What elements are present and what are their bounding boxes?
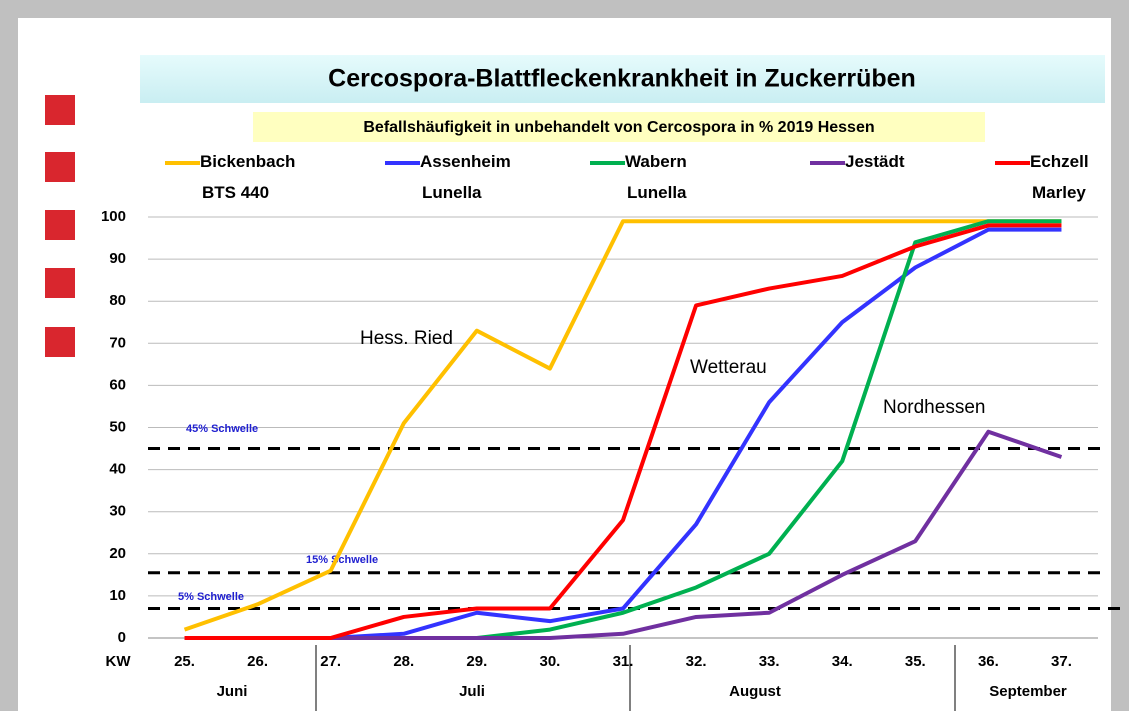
y-tick-label: 90	[109, 250, 126, 267]
x-tick-label: 30.	[539, 653, 560, 670]
chart-title: Cercospora-Blattfleckenkrankheit in Zuck…	[328, 65, 916, 93]
legend-label: Echzell Marley	[1030, 152, 1089, 202]
x-tick-label: 31.	[613, 653, 634, 670]
x-tick-label: 28.	[393, 653, 414, 670]
y-tick-label: 20	[109, 545, 126, 562]
month-label: Juli	[459, 683, 485, 700]
annotation: Wetterau	[690, 357, 767, 378]
threshold-label: 15% Schwelle	[306, 554, 378, 566]
chart-subtitle: Befallshäufigkeit in unbehandelt von Cer…	[363, 119, 874, 136]
y-tick-label: 50	[109, 418, 126, 435]
legend-label: Bickenbach BTS 440	[200, 152, 295, 202]
x-tick-label: 26.	[247, 653, 268, 670]
x-tick-label: 25.	[174, 653, 195, 670]
x-tick-label: 27.	[320, 653, 341, 670]
x-tick-label: 32.	[686, 653, 707, 670]
x-axis-label: KW	[106, 653, 132, 670]
decor-square	[45, 210, 75, 240]
y-tick-label: 100	[101, 208, 126, 225]
x-tick-label: 37.	[1051, 653, 1072, 670]
x-tick-label: 33.	[759, 653, 780, 670]
series-line	[184, 223, 1062, 640]
legend-label: Jestädt	[845, 152, 905, 171]
month-label: Juni	[217, 683, 248, 700]
decor-square	[45, 152, 75, 182]
y-tick-label: 10	[109, 587, 126, 604]
x-tick-label: 36.	[978, 653, 999, 670]
y-tick-label: 80	[109, 292, 126, 309]
x-tick-label: 35.	[905, 653, 926, 670]
decor-square	[45, 95, 75, 125]
y-tick-label: 60	[109, 376, 126, 393]
threshold-label: 45% Schwelle	[186, 423, 258, 435]
y-tick-label: 30	[109, 503, 126, 520]
legend-label: Wabern Lunella	[625, 152, 687, 202]
annotation: Nordhessen	[883, 397, 985, 418]
legend-label: Assenheim Lunella	[420, 152, 511, 202]
y-tick-label: 40	[109, 461, 126, 478]
title-box	[140, 55, 1105, 103]
month-label: September	[989, 683, 1067, 700]
decor-square	[45, 327, 75, 357]
y-tick-label: 0	[118, 629, 126, 646]
y-tick-label: 70	[109, 334, 126, 351]
x-tick-label: 34.	[832, 653, 853, 670]
subtitle-box	[253, 112, 985, 142]
annotation: Hess. Ried	[360, 328, 453, 349]
series-line	[183, 219, 1062, 632]
decor-square	[45, 268, 75, 298]
threshold-label: 5% Schwelle	[178, 591, 244, 603]
x-tick-label: 29.	[466, 653, 487, 670]
month-label: August	[729, 683, 781, 700]
